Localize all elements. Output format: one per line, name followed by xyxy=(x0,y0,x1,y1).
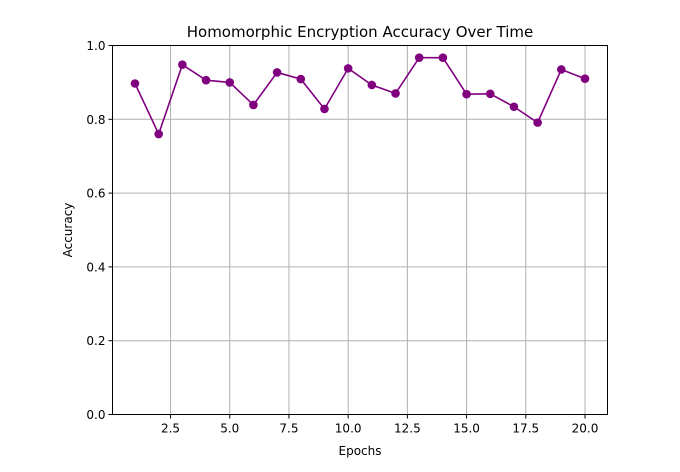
x-tick-label: 15.0 xyxy=(453,422,480,436)
x-tick-label: 7.5 xyxy=(279,422,298,436)
data-point xyxy=(438,53,448,62)
y-tick-label: 1.0 xyxy=(86,39,105,53)
data-point xyxy=(225,78,235,87)
data-point xyxy=(391,89,400,98)
data-point xyxy=(580,74,590,84)
x-tick-label: 2.5 xyxy=(161,422,180,436)
x-axis-label: Epochs xyxy=(339,444,382,458)
data-point xyxy=(249,100,258,110)
y-tick-label: 0.6 xyxy=(86,187,105,201)
data-point xyxy=(178,60,187,69)
data-point xyxy=(462,89,471,99)
data-point xyxy=(320,104,329,114)
y-tick-label: 0.4 xyxy=(86,260,105,274)
data-point xyxy=(367,80,377,90)
x-tick-label: 20.0 xyxy=(572,422,599,436)
x-tick-label: 12.5 xyxy=(394,422,421,436)
data-point xyxy=(557,65,566,74)
grid-lines xyxy=(112,45,608,415)
y-tick-label: 0.2 xyxy=(86,334,105,348)
y-tick-label: 0.8 xyxy=(86,113,105,127)
data-point xyxy=(130,79,140,88)
x-tick-label: 10.0 xyxy=(335,422,362,436)
y-tick-label: 0.0 xyxy=(86,408,105,422)
data-point xyxy=(343,64,353,73)
series-layer xyxy=(130,53,590,139)
data-point xyxy=(533,118,542,127)
chart-title: Homomorphic Encryption Accuracy Over Tim… xyxy=(187,23,534,41)
data-point xyxy=(154,129,163,139)
data-point xyxy=(414,53,424,62)
axis-ticks: 2.5 5.0 7.5 10.0 12.5 15.0 17.5 20.0 0.0 0.2 0.4 0.… xyxy=(86,39,598,436)
data-point xyxy=(296,74,306,84)
data-point xyxy=(201,75,211,85)
plot-frame xyxy=(112,45,608,415)
data-point xyxy=(509,102,519,112)
y-axis-label: Accuracy xyxy=(61,203,75,258)
x-tick-label: 17.5 xyxy=(512,422,539,436)
x-tick-label: 5.0 xyxy=(220,422,239,436)
data-point xyxy=(272,68,282,77)
series-line xyxy=(134,56,586,137)
data-point xyxy=(485,89,495,99)
